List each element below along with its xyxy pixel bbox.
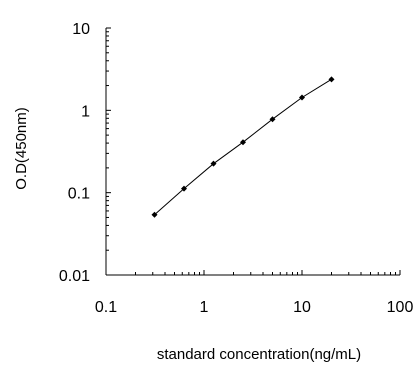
- x-tick-label: 100: [387, 299, 414, 316]
- x-axis-title: standard concentration(ng/mL): [157, 346, 361, 363]
- data-point: [180, 185, 187, 192]
- series-line: [154, 78, 332, 216]
- y-axis-title: O.D(450nm): [13, 107, 30, 190]
- x-tick-label: 0.1: [95, 299, 117, 316]
- x-tick-label: 10: [293, 299, 311, 316]
- data-point: [239, 139, 246, 146]
- y-tick-label: 1: [81, 103, 90, 120]
- data-point: [151, 211, 158, 218]
- y-tick-label: 0.1: [68, 186, 90, 203]
- y-tick-label: 0.01: [59, 268, 90, 285]
- data-point: [269, 116, 276, 123]
- series: [151, 76, 335, 218]
- y-tick-label: 10: [72, 21, 90, 38]
- tick-labels: 0.01 0.1 1 10 0.1 1 10 100: [59, 21, 414, 316]
- data-point: [210, 160, 217, 167]
- data-point: [328, 76, 335, 83]
- ticks: [105, 27, 401, 276]
- x-tick-label: 1: [200, 299, 209, 316]
- data-point: [299, 94, 305, 101]
- axes: [105, 28, 400, 276]
